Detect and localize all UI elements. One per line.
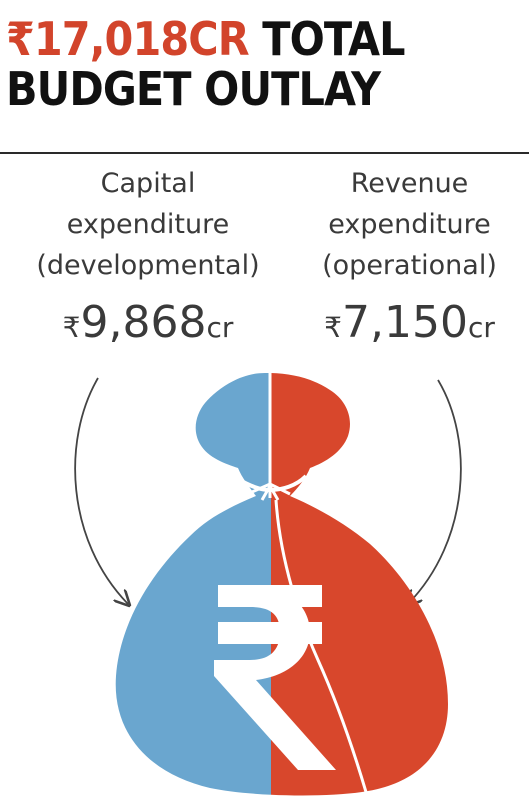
capital-label-3: (developmental) [36,250,260,281]
capital-amount: 9,868 [80,297,207,348]
bag-revenue-half [271,373,448,796]
capital-label-1: Capital [100,168,196,199]
revenue-unit: cr [467,311,495,344]
revenue-currency: ₹ [324,311,342,344]
capital-unit: cr [206,311,234,344]
revenue-label-3: (operational) [322,250,497,281]
revenue-expenditure-block: Revenue expenditure (operational) ₹7,150… [290,163,529,355]
capital-arrow-icon [74,377,128,604]
divider [0,152,529,154]
headline-amount: ₹17,018CR [6,12,250,66]
revenue-value: ₹7,150cr [290,296,529,355]
revenue-label-2: expenditure [328,209,491,240]
revenue-arrow-icon [408,379,462,604]
headline-line2: BUDGET OUTLAY [6,62,381,116]
capital-expenditure-block: Capital expenditure (developmental) ₹9,8… [0,163,296,355]
headline: ₹17,018CR TOTAL BUDGET OUTLAY [6,14,470,114]
revenue-label-1: Revenue [350,168,469,199]
capital-value: ₹9,868cr [0,296,296,355]
capital-label-2: expenditure [66,209,230,240]
revenue-amount: 7,150 [341,297,468,348]
capital-currency: ₹ [62,311,81,344]
headline-total: TOTAL [262,12,405,66]
rupee-symbol-icon [214,585,336,770]
